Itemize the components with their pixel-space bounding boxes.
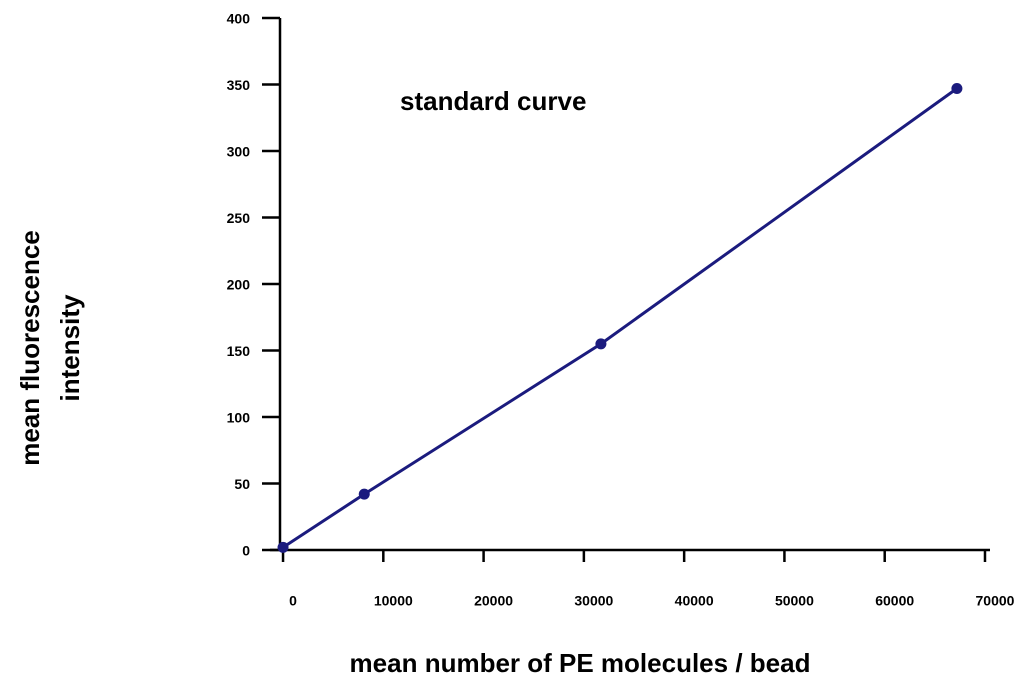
y-tick-label: 300	[227, 144, 251, 160]
x-tick-label: 20000	[474, 593, 513, 609]
x-axis-label: mean number of PE molecules / bead	[350, 648, 811, 678]
y-axis-label: mean fluorescence	[15, 230, 45, 466]
y-tick-label: 250	[227, 210, 251, 226]
y-tick-label: 400	[227, 11, 251, 27]
point	[358, 488, 370, 500]
y-axis-label: intensity	[55, 294, 85, 401]
x-tick-label: 40000	[675, 593, 714, 609]
y-tick-label: 200	[227, 277, 251, 293]
x-tick-label: 30000	[574, 593, 613, 609]
x-tick-label: 60000	[875, 593, 914, 609]
line	[282, 87, 958, 549]
x-tick-label: 0	[289, 593, 297, 609]
y-tick-label: 0	[242, 543, 250, 559]
point	[951, 82, 963, 94]
y-tick-label: 350	[227, 77, 251, 93]
y-tick-label: 50	[234, 476, 250, 492]
point	[595, 338, 607, 350]
y-tick-label: 150	[227, 343, 251, 359]
x-tick-label: 10000	[374, 593, 413, 609]
point	[277, 541, 289, 553]
x-tick-label: 50000	[775, 593, 814, 609]
y-tick-label: 100	[227, 410, 251, 426]
chart-title: standard curve	[400, 86, 586, 116]
x-tick-label: 70000	[976, 593, 1015, 609]
